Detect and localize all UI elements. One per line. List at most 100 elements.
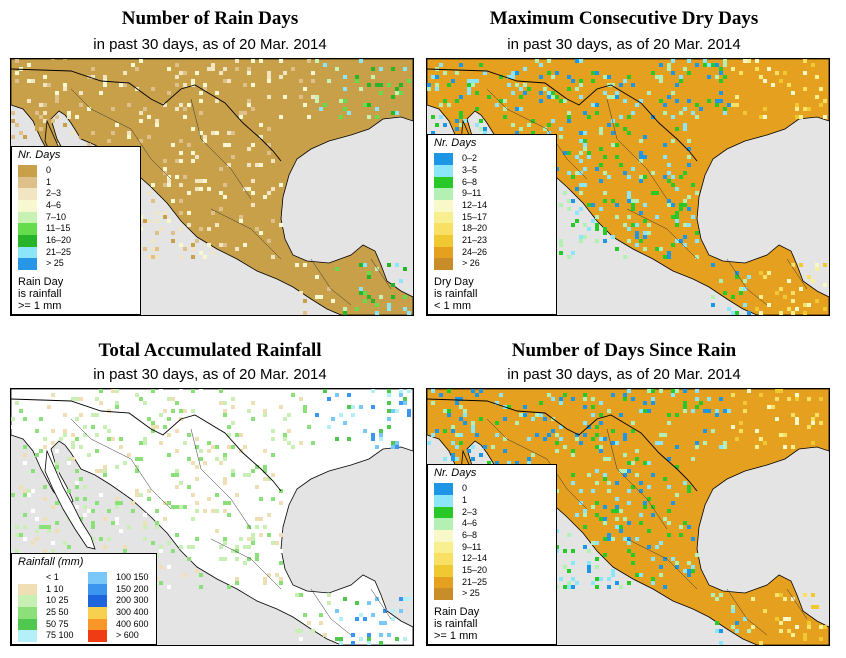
- legend-item: > 25: [434, 588, 552, 600]
- legend-label: 200 300: [116, 595, 149, 606]
- legend-label: > 600: [116, 630, 139, 641]
- legend-item: 150 200: [88, 583, 152, 596]
- us-mexico-border: [427, 68, 698, 162]
- legend-swatch: [434, 518, 453, 530]
- legend-label: < 1: [46, 571, 59, 582]
- legend-swatch: [434, 211, 453, 224]
- panel-1-title: Number of Rain Days: [121, 8, 299, 29]
- legend-list: 0 1 2–3 4–6 7–10 11–15 16–20 21–25 > 25: [18, 164, 136, 270]
- legend-label: > 25: [462, 588, 480, 599]
- legend-label: 9–11: [462, 188, 482, 199]
- legend-item: 1: [434, 494, 552, 507]
- legend-item: 100 150: [88, 571, 152, 584]
- legend-item: 7–10: [18, 211, 136, 224]
- legend-item: 11–15: [18, 223, 136, 235]
- legend-item: 4–6: [434, 518, 552, 530]
- legend-item: 25 50: [18, 606, 82, 619]
- note-line: is rainfall: [434, 288, 478, 300]
- legend-item: 4–6: [18, 199, 136, 212]
- legend-swatch: [18, 176, 37, 189]
- legend-title: Nr. Days: [18, 149, 61, 162]
- legend-label: 2–3: [462, 506, 478, 517]
- legend-swatch: [88, 618, 107, 631]
- legend-item: > 600: [88, 630, 152, 642]
- state-borders: [486, 88, 808, 306]
- note-line: Dry Day: [434, 276, 474, 288]
- legend-label: 12–14: [462, 199, 488, 210]
- legend-item: 3–5: [434, 164, 552, 177]
- legend-label: 11–15: [46, 223, 71, 234]
- note-line: is rainfall: [434, 618, 478, 630]
- legend-item: > 25: [18, 258, 136, 270]
- legend-label: 1: [46, 176, 52, 187]
- legend-item: 6–8: [434, 529, 552, 542]
- legend-label: 6–8: [462, 529, 478, 540]
- legend-label: 25 50: [46, 606, 69, 617]
- legend-label: 21–23: [462, 234, 488, 245]
- note-line: Rain Day: [434, 606, 480, 618]
- legend-item: 9–11: [434, 188, 552, 200]
- legend-swatch: [88, 630, 107, 642]
- legend-item: 15–17: [434, 211, 552, 224]
- legend-swatch: [18, 595, 37, 607]
- legend-item: 21–23: [434, 234, 552, 247]
- legend-label: 50 75: [46, 618, 69, 629]
- panel-1-map: Nr. Days 0 1 2–3 4–6 7–10 11–15 16–20 21–25 > 25…: [10, 58, 414, 316]
- legend-label: 16–20: [46, 234, 72, 245]
- state-borders: [70, 418, 392, 636]
- panel-2-title: Maximum Consecutive Dry Days: [489, 8, 759, 29]
- legend-item: 0: [434, 483, 552, 495]
- legend-item: 12–14: [434, 199, 552, 212]
- us-mexico-border: [427, 398, 698, 492]
- legend-label: 9–11: [462, 541, 482, 552]
- legend-swatch: [18, 630, 37, 642]
- legend-item: 10 25: [18, 595, 82, 607]
- note-line: >= 1 mm: [18, 300, 62, 312]
- legend-item: 2–3: [434, 506, 552, 519]
- legend-swatch: [434, 153, 453, 165]
- us-mexico-border: [11, 68, 282, 162]
- legend-label: 150 200: [116, 583, 149, 594]
- legend-label: 15–20: [462, 564, 488, 575]
- legend-item: 15–20: [434, 564, 552, 577]
- legend-label: 2–3: [46, 188, 62, 199]
- legend-label: 18–20: [462, 223, 488, 234]
- legend-item: 21–25: [434, 576, 552, 589]
- legend-label: 0–2: [462, 153, 478, 164]
- legend-swatch: [434, 199, 453, 212]
- legend-item: 16–20: [18, 234, 136, 247]
- panel-2-subtitle: in past 30 days, as of 20 Mar. 2014: [507, 36, 741, 53]
- legend-swatch: [434, 164, 453, 177]
- legend-list: 0 1 2–3 4–6 6–8 9–11 12–14 15–20 21–25 > 25: [434, 483, 552, 600]
- panel-2-legend: Nr. Days 0–2 3–5 6–8 9–11 12–14 15–17 18–20 21–…: [427, 134, 557, 315]
- legend-swatch: [434, 483, 453, 495]
- legend-label: 400 600: [116, 618, 149, 629]
- legend-swatch: [88, 583, 107, 596]
- legend-item: 0–2: [434, 153, 552, 165]
- legend-item: 6–8: [434, 176, 552, 189]
- state-borders: [70, 88, 392, 306]
- legend-label: 4–6: [462, 518, 478, 529]
- legend-swatch: [434, 576, 453, 589]
- note-line: is rainfall: [18, 288, 62, 300]
- legend-title: Nr. Days: [434, 467, 477, 480]
- legend-label: 21–25: [462, 576, 488, 587]
- land-area: [11, 59, 413, 315]
- legend-label: 10 25: [46, 595, 69, 606]
- legend-swatch: [88, 595, 107, 607]
- legend-swatch: [18, 618, 37, 631]
- legend-item: 12–14: [434, 553, 552, 565]
- legend-label: 7–10: [46, 211, 67, 222]
- legend-swatch: [434, 188, 453, 200]
- legend-swatch: [434, 541, 453, 554]
- legend-swatch: [18, 234, 37, 247]
- legend-swatch: [434, 223, 453, 235]
- legend-label: 0: [46, 164, 52, 175]
- panel-4-subtitle: in past 30 days, as of 20 Mar. 2014: [507, 366, 741, 383]
- legend-item: 300 400: [88, 606, 152, 619]
- legend-swatch: [434, 506, 453, 519]
